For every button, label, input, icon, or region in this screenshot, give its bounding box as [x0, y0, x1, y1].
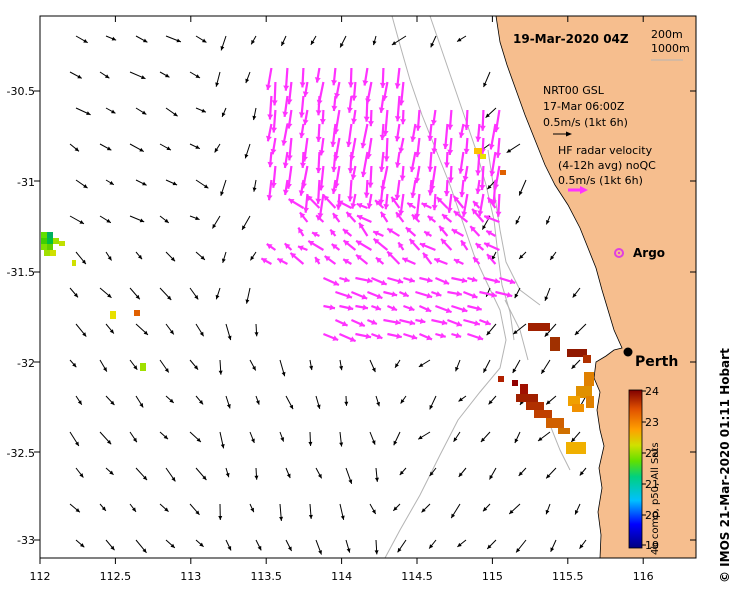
x-tick-label: 115: [482, 570, 503, 583]
sst-patches: [41, 148, 594, 454]
sst-pixel: [500, 170, 506, 175]
model-scale-arrow: [553, 131, 572, 137]
model-name: NRT00 GSL: [543, 84, 605, 97]
plot-frame: [39, 15, 697, 559]
credit-text: © IMOS 21-Mar-2020 01:11 Hobart: [718, 348, 732, 583]
x-tick-label: 115.5: [552, 570, 584, 583]
y-tick-label: -32.5: [7, 447, 35, 460]
x-tick-label: 113.5: [250, 570, 282, 583]
y-tick-label: -32: [17, 357, 35, 370]
map-title: 19-Mar-2020 04Z: [513, 32, 629, 46]
perth-marker: [623, 347, 633, 357]
x-tick-label: 114: [331, 570, 352, 583]
sst-pixel: [134, 310, 140, 316]
x-tick-label: 114.5: [401, 570, 433, 583]
sst-pixel: [110, 311, 116, 319]
x-axis-labels: 112 112.5 113 113.5 114 114.5 115 115.5 …: [30, 570, 654, 583]
x-tick-label: 116: [633, 570, 654, 583]
y-tick-label: -31: [17, 176, 35, 189]
sst-patch-west: [41, 232, 76, 266]
x-tick-label: 113: [180, 570, 201, 583]
radar-averaging: (4-12h avg) noQC: [558, 159, 656, 172]
colorbar-label: 4h comp, p50, All Sats: [650, 442, 661, 555]
colorbar-tick-label: 19: [645, 539, 659, 552]
contour-label-200m: 200m: [651, 28, 683, 41]
radar-scale: 0.5m/s (1kt 6h): [558, 174, 643, 187]
hf-radar-velocity-arrows: [260, 67, 516, 343]
sst-patch-perth-coast: [498, 323, 594, 454]
colorbar-tick-label: 20: [645, 509, 659, 522]
y-tick-label: -30.5: [7, 85, 35, 98]
contour-label-1000m: 1000m: [651, 42, 690, 55]
radar-title: HF radar velocity: [558, 144, 653, 157]
argo-label: Argo: [633, 246, 665, 260]
radar-scale-arrow: [568, 186, 588, 194]
colorbar-tick-label: 24: [645, 385, 659, 398]
model-current-arrows: [69, 35, 587, 555]
y-axis-labels: -30.5 -31 -31.5 -32 -32.5 -33: [7, 85, 35, 547]
sst-pixel: [474, 148, 482, 154]
contour-200m: [384, 16, 507, 558]
perth-label: Perth: [635, 354, 678, 370]
x-tick-label: 112.5: [100, 570, 132, 583]
argo-icon-dot: [617, 251, 621, 255]
sst-colorbar: [628, 389, 643, 549]
x-tick-label: 112: [30, 570, 51, 583]
y-tick-label: -31.5: [7, 266, 35, 279]
model-scale: 0.5m/s (1kt 6h): [543, 116, 628, 129]
colorbar-tick-label: 23: [645, 416, 659, 429]
axis-ticks: [34, 16, 696, 564]
y-tick-label: -33: [17, 534, 35, 547]
colorbar-tick-label: 22: [645, 447, 659, 460]
colorbar-labels: 24 23 22 21 20 19: [645, 385, 659, 552]
colorbar-tick-label: 21: [645, 478, 659, 491]
sst-pixel: [140, 363, 146, 371]
argo-icon: [614, 248, 624, 258]
sst-pixel: [480, 154, 486, 159]
colorbar-ticks: [642, 390, 646, 546]
model-time: 17-Mar 06:00Z: [543, 100, 625, 113]
